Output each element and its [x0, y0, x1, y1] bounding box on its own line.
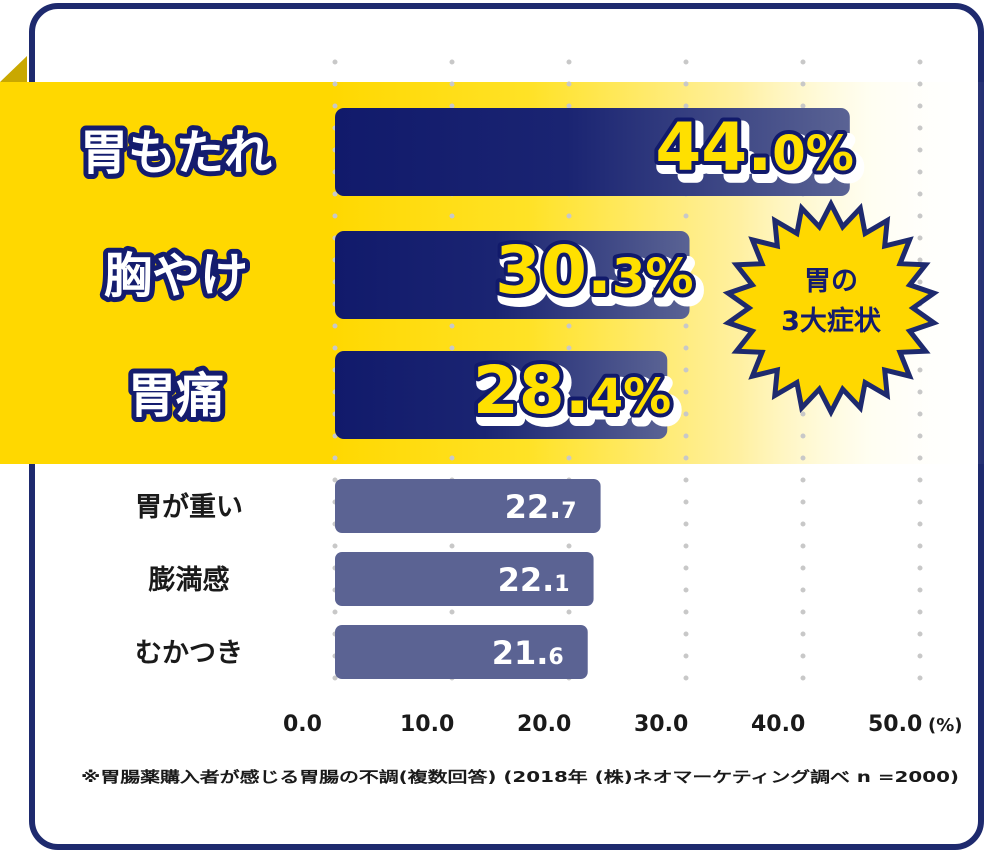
- svg-text:44.0%: 44.0%: [655, 109, 853, 186]
- svg-text:30.3%: 30.3%: [500, 238, 698, 315]
- value-labels: 44.0%44.0% 30.3%30.3% 28.4%28.4% 22.7 22.1 21…: [469, 105, 866, 672]
- highlight-band-fold: [0, 56, 27, 82]
- badge-line2: 3大症状: [781, 306, 882, 337]
- value-label-0: 44.0%44.0%: [651, 105, 865, 199]
- bar-0: [335, 108, 850, 196]
- bar-4: [335, 552, 594, 606]
- badge-line1: 胃の: [804, 266, 858, 297]
- x-tick-label-1: 10.0: [400, 712, 454, 737]
- category-label-1: 胸やけ: [104, 248, 248, 304]
- bars: [335, 108, 850, 679]
- bar-5: [335, 625, 588, 679]
- category-label-0: 胃もたれ: [80, 125, 272, 181]
- value-label-2: 28.4%28.4%: [469, 348, 683, 442]
- bar-1: [335, 231, 690, 319]
- svg-text:28.4%: 28.4%: [473, 352, 671, 429]
- svg-text:44.0%: 44.0%: [660, 115, 858, 192]
- highlight-band-solid: [0, 82, 330, 464]
- category-label-5: むかつき: [135, 638, 243, 669]
- value-label-3: 22.7: [505, 488, 577, 526]
- bar-2: [335, 351, 668, 439]
- bar-3: [335, 479, 601, 533]
- svg-text:30.3%: 30.3%: [495, 232, 693, 309]
- x-tick-label-4: 40.0: [751, 712, 805, 737]
- x-axis-ticks: 0.0 10.0 20.0 30.0 40.0 50.0 (%): [283, 712, 963, 737]
- category-label-3: 胃が重い: [135, 491, 243, 523]
- x-tick-label-2: 20.0: [517, 712, 571, 737]
- badge-starburst: 胃の 3大症状: [722, 198, 940, 418]
- x-tick-label-3: 30.0: [634, 712, 688, 737]
- category-label-4: 膨満感: [149, 564, 230, 596]
- x-tick-label-5: 50.0: [868, 712, 922, 737]
- value-label-1: 30.3%30.3%: [491, 228, 705, 322]
- x-tick-label-0: 0.0: [283, 712, 322, 737]
- x-axis-unit: (%): [928, 715, 963, 736]
- category-label-2: 胃痛: [128, 368, 224, 424]
- badge-shape: [722, 198, 940, 418]
- value-label-4: 22.1: [498, 561, 570, 599]
- value-label-5: 21.6: [492, 634, 564, 672]
- svg-text:28.4%: 28.4%: [478, 358, 676, 435]
- footnote: ※胃腸薬購入者が感じる胃腸の不調(複数回答) (2018年 (株)ネオマーケティ…: [81, 768, 959, 786]
